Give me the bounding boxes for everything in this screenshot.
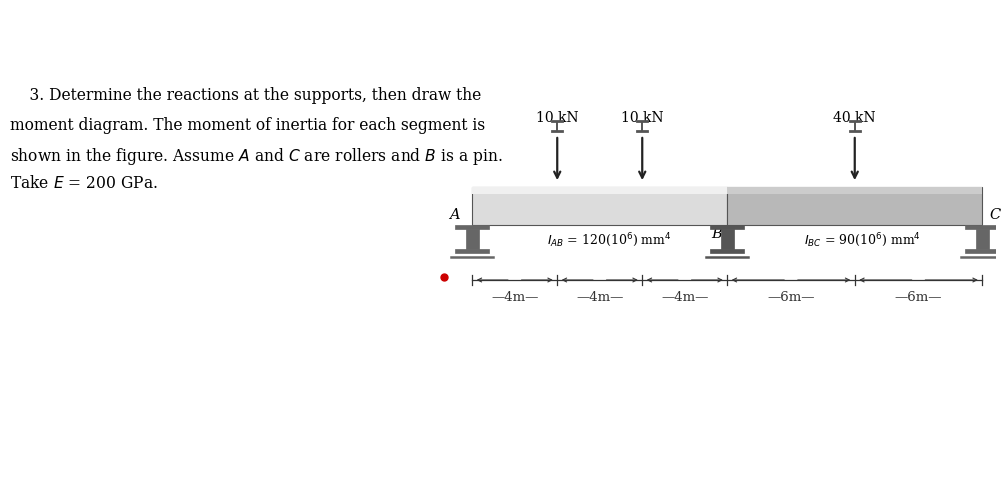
- Text: Take $E$ = 200 GPa.: Take $E$ = 200 GPa.: [10, 175, 157, 192]
- Text: —4m—: —4m—: [491, 291, 538, 304]
- Bar: [965, 249, 999, 252]
- Text: $I_{BC}$ = 90(10$^6$) mm$^4$: $I_{BC}$ = 90(10$^6$) mm$^4$: [805, 231, 921, 249]
- Bar: [710, 225, 744, 228]
- Bar: [727, 187, 982, 194]
- Text: —4m—: —4m—: [576, 291, 623, 304]
- Text: —6m—: —6m—: [895, 291, 942, 304]
- Text: shown in the figure. Assume $A$ and $C$ are rollers and $B$ is a pin.: shown in the figure. Assume $A$ and $C$ …: [10, 146, 503, 167]
- Text: moment diagram. The moment of inertia for each segment is: moment diagram. The moment of inertia fo…: [10, 116, 485, 133]
- Text: 10 kN: 10 kN: [621, 111, 663, 125]
- Text: B: B: [711, 227, 722, 241]
- Text: C: C: [989, 208, 1000, 222]
- Text: —4m—: —4m—: [661, 291, 708, 304]
- Bar: [472, 187, 727, 194]
- Bar: [720, 228, 733, 249]
- Bar: [727, 187, 982, 225]
- Text: A: A: [449, 208, 459, 222]
- Text: 40 kN: 40 kN: [834, 111, 876, 125]
- Text: $I_{AB}$ = 120(10$^6$) mm$^4$: $I_{AB}$ = 120(10$^6$) mm$^4$: [547, 231, 672, 249]
- Bar: [455, 225, 489, 228]
- Text: —6m—: —6m—: [768, 291, 815, 304]
- Bar: [455, 249, 489, 252]
- Bar: [710, 249, 744, 252]
- Bar: [466, 228, 479, 249]
- Text: 3. Determine the reactions at the supports, then draw the: 3. Determine the reactions at the suppor…: [10, 87, 481, 104]
- Bar: [976, 228, 989, 249]
- Bar: [472, 187, 727, 225]
- Text: 10 kN: 10 kN: [536, 111, 578, 125]
- Bar: [965, 225, 999, 228]
